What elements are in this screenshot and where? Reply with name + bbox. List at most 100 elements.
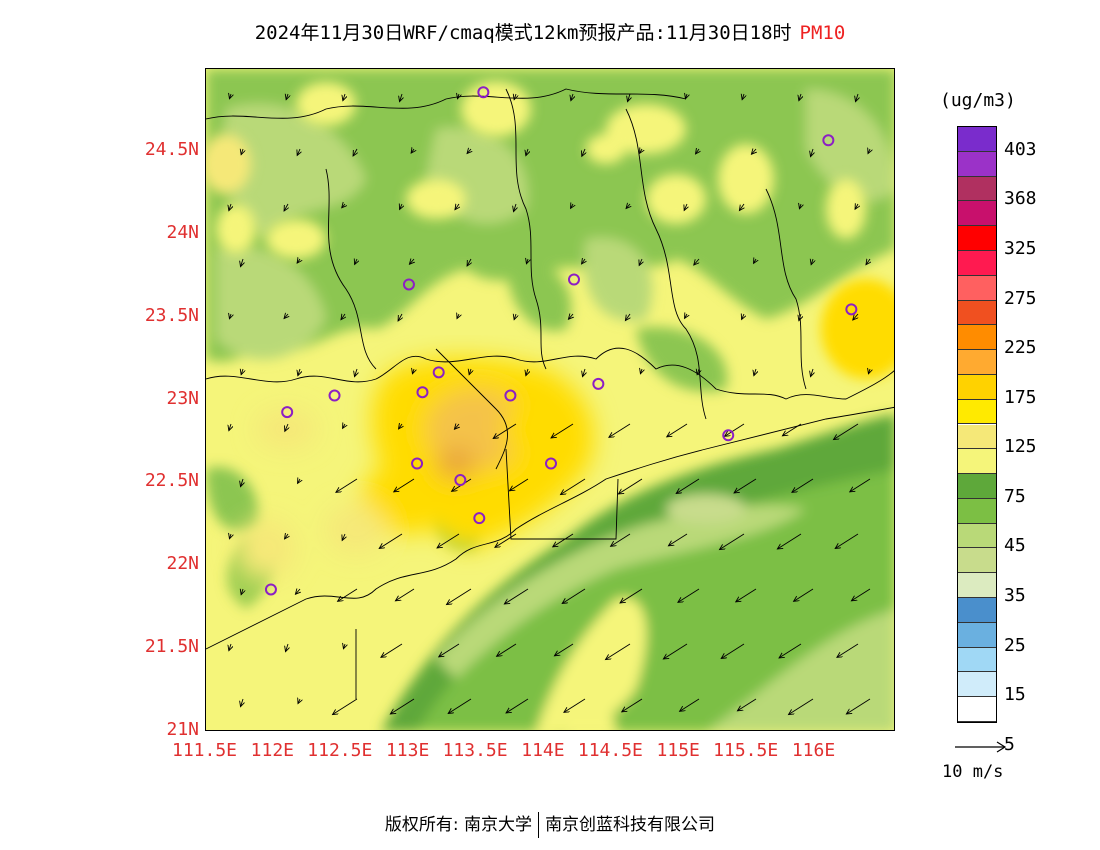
wind-arrow — [298, 699, 300, 704]
wind-arrow — [514, 203, 516, 212]
wind-arrow — [685, 314, 687, 318]
wind-arrow — [694, 258, 700, 265]
wind-arrow — [736, 588, 757, 602]
colorbar-unit: (ug/m3) — [940, 90, 1016, 111]
wind-arrow — [297, 148, 300, 155]
colorbar-label: 225 — [1004, 337, 1037, 359]
wind-arrow — [835, 533, 859, 548]
wind-arrow — [834, 423, 859, 440]
wind-arrow — [684, 203, 687, 210]
wind-arrow — [297, 259, 300, 263]
wind-arrow — [626, 204, 630, 209]
wind-arrow — [779, 643, 802, 658]
wind-arrow — [811, 368, 813, 377]
wind-arrow — [409, 259, 414, 264]
wind-arrow — [856, 93, 858, 102]
wind-arrow — [571, 204, 573, 208]
title-text: 2024年11月30日WRF/cmaq模式12km预报产品:11月30日18时 — [254, 22, 792, 44]
wind-arrow — [229, 643, 231, 651]
wind-arrow — [504, 588, 529, 604]
wind-arrow — [284, 314, 288, 319]
wind-arrow — [680, 698, 700, 711]
station-marker — [473, 512, 486, 525]
colorbar-segment — [958, 672, 996, 698]
north-yellow-patches — [206, 81, 894, 379]
wind-arrow — [455, 204, 459, 210]
station-marker — [822, 134, 835, 147]
wind-arrow — [582, 259, 585, 264]
wind-arrow — [342, 204, 345, 208]
wind-arrow — [620, 588, 643, 603]
wind-arrow — [737, 698, 757, 711]
lon-tick-label: 112.5E — [307, 740, 373, 761]
wind-arrow — [618, 478, 643, 494]
colorbar-segment — [958, 226, 996, 251]
station-marker — [402, 278, 415, 291]
lat-tick-label: 23N — [166, 387, 199, 409]
wind-arrow — [526, 368, 528, 376]
wind-arrow — [628, 93, 630, 102]
reference-vector-label: 10 m/s — [942, 762, 1004, 782]
station-markers — [264, 86, 858, 596]
colorbar-segment — [958, 647, 996, 673]
station-marker — [477, 86, 490, 99]
station-marker — [411, 457, 424, 470]
wind-arrow — [437, 533, 460, 548]
lat-tick-label: 22.5N — [144, 470, 199, 492]
wind-arrow — [447, 588, 472, 605]
wind-arrow — [241, 258, 243, 267]
wind-arrow — [298, 368, 300, 376]
colorbar-label: 35 — [1004, 585, 1026, 607]
colorbar-segment — [958, 151, 996, 177]
lon-tick-label: 114.5E — [577, 740, 643, 761]
wind-arrow — [229, 203, 231, 211]
station-marker — [432, 366, 445, 379]
lon-tick-label: 116E — [791, 740, 836, 761]
wind-arrow — [685, 94, 687, 99]
colorbar-segment — [958, 300, 996, 326]
wind-arrow — [606, 643, 631, 660]
colorbar-segment — [958, 201, 996, 227]
colorbar-segment — [958, 350, 996, 375]
station-marker — [545, 457, 557, 470]
wind-arrow — [866, 259, 870, 265]
wind-arrow — [720, 533, 745, 550]
wind-arrow — [868, 369, 870, 374]
wind-vectors — [229, 94, 870, 715]
lon-tick-label: 111.5E — [172, 740, 238, 761]
station-marker — [592, 377, 605, 390]
lat-tick-label: 24.5N — [144, 138, 199, 160]
wind-arrow — [457, 94, 459, 99]
wind-arrow — [506, 698, 529, 713]
colorbar-segment — [958, 697, 996, 722]
wind-arrow — [855, 204, 858, 209]
wind-arrow — [343, 644, 345, 649]
station-marker — [264, 583, 277, 596]
wind-arrow — [868, 149, 870, 154]
wind-arrow — [734, 478, 757, 493]
wind-arrow — [678, 588, 700, 602]
wind-arrow — [526, 148, 528, 156]
colorbar-segment — [958, 399, 996, 425]
wind-arrow — [751, 149, 756, 154]
wind-arrow — [639, 258, 642, 265]
wind-arrow — [850, 478, 871, 492]
wind-arrow — [439, 643, 460, 657]
wind-arrow — [568, 314, 573, 319]
wind-arrow — [341, 314, 345, 320]
wind-arrow — [663, 643, 688, 659]
wind-arrow — [412, 369, 414, 374]
wind-arrow — [640, 149, 642, 153]
wind-arrow — [551, 423, 574, 438]
wind-arrow — [526, 259, 528, 264]
wind-arrow — [379, 533, 403, 548]
wind-arrow — [241, 698, 243, 707]
colorbar-segment — [958, 424, 996, 450]
station-marker — [328, 389, 341, 402]
colorbar-segment — [958, 449, 996, 475]
wind-arrow — [799, 93, 801, 101]
station-marker — [416, 386, 429, 399]
wind-arrow — [611, 533, 631, 546]
wind-arrow — [697, 369, 699, 375]
lat-tick-label: 21.5N — [144, 636, 199, 658]
